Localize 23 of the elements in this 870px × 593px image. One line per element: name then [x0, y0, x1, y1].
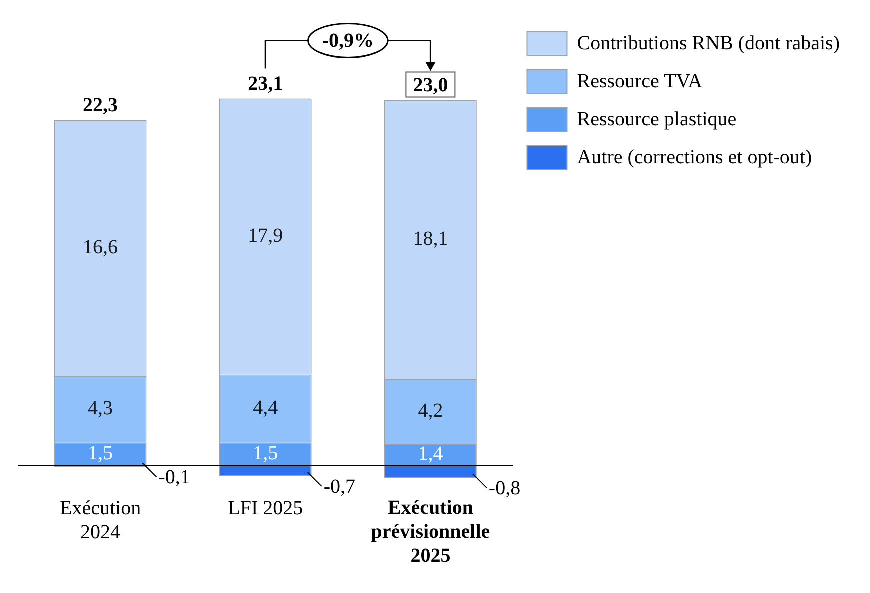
data-label: 1,5	[253, 442, 278, 464]
legend-label: Autre (corrections et opt-out)	[577, 146, 812, 168]
data-label: 16,6	[83, 236, 118, 259]
x-tick-label: Exécution 2024	[60, 497, 142, 544]
x-tick-label: LFI 2025	[228, 497, 304, 520]
data-label: 18,1	[413, 228, 448, 250]
data-label: 1,4	[418, 443, 444, 466]
total-label: 23,0	[413, 74, 448, 96]
legend-label: Contributions RNB (dont rabais)	[577, 32, 840, 54]
data-label: -0,7	[324, 476, 356, 498]
legend-label: Ressource TVA	[577, 70, 704, 92]
legend-label: Ressource plastique	[577, 108, 737, 130]
data-label: -0,1	[158, 466, 190, 489]
data-label: 4,2	[418, 400, 444, 422]
total-label: 23,1	[248, 72, 284, 95]
data-label: 17,9	[248, 224, 284, 247]
data-label: 1,5	[88, 442, 114, 464]
data-label: -0,8	[488, 477, 521, 500]
text: -0,9%	[322, 30, 374, 52]
data-label: 4,4	[253, 396, 278, 419]
total-label: 22,3	[83, 94, 118, 116]
data-label: 4,3	[88, 398, 114, 420]
x-tick-label: Exécution prévisionnelle 2025	[371, 497, 490, 568]
